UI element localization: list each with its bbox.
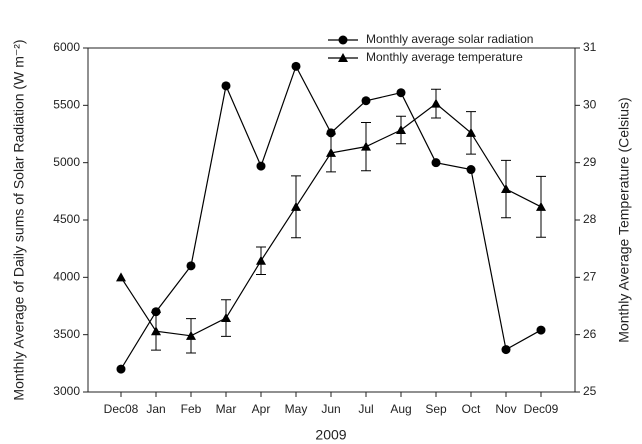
- point: [466, 165, 476, 175]
- y2-tick-label: 28: [583, 212, 597, 226]
- point: [361, 141, 371, 151]
- point: [501, 184, 511, 194]
- plot-frame: [87, 47, 576, 393]
- x-tick-label: Sep: [425, 402, 447, 416]
- y-tick-label: 5000: [53, 155, 80, 169]
- point: [186, 261, 196, 271]
- legend-marker: [338, 53, 348, 62]
- point: [221, 313, 231, 323]
- y2-tick-label: 27: [583, 270, 597, 284]
- point: [151, 307, 161, 317]
- x-tick-label: Mar: [216, 402, 237, 416]
- point: [151, 326, 161, 336]
- y2-tick-label: 31: [583, 40, 597, 54]
- y-tick-label: 4000: [53, 270, 80, 284]
- series-line: [120, 64, 542, 370]
- point: [431, 158, 441, 168]
- y2-tick-label: 25: [583, 384, 597, 398]
- point: [431, 98, 441, 108]
- x-tick-label: Feb: [181, 402, 202, 416]
- point: [326, 147, 336, 157]
- x-tick-label: Nov: [495, 402, 516, 416]
- point: [536, 325, 546, 335]
- x-tick-label: May: [285, 402, 308, 416]
- point: [256, 161, 266, 171]
- x-tick-label: Apr: [252, 402, 271, 416]
- point: [116, 272, 126, 282]
- point: [291, 61, 301, 71]
- point: [361, 96, 371, 106]
- point: [256, 255, 266, 265]
- point: [221, 81, 231, 91]
- y2-tick-label: 26: [583, 327, 597, 341]
- y2-axis-label: Monthly Average Temperature (Celsius): [616, 97, 632, 342]
- point: [291, 201, 301, 211]
- legend-label: Monthly average solar radiation: [366, 32, 533, 46]
- y-tick-label: 3000: [53, 384, 80, 398]
- y-tick-label: 3500: [53, 327, 80, 341]
- x-tick-label: Jan: [146, 402, 165, 416]
- legend-marker: [338, 35, 348, 45]
- y2-tick-label: 29: [583, 155, 597, 169]
- point: [186, 330, 196, 340]
- y-tick-label: 6000: [53, 40, 80, 54]
- point: [466, 127, 476, 137]
- point: [326, 128, 336, 138]
- x-tick-label: Jun: [321, 402, 340, 416]
- point: [501, 345, 511, 355]
- x-tick-label: Aug: [390, 402, 411, 416]
- legend-label: Monthly average temperature: [366, 50, 523, 64]
- y-tick-label: 5500: [53, 98, 80, 112]
- x-tick-label: Dec09: [524, 402, 559, 416]
- x-axis-label: 2009: [315, 427, 346, 443]
- x-tick-label: Jul: [358, 402, 373, 416]
- y-axis-label: Monthly Average of Daily sums of Solar R…: [11, 39, 27, 400]
- y-tick-label: 4500: [53, 212, 80, 226]
- x-tick-label: Oct: [462, 402, 481, 416]
- point: [536, 201, 546, 211]
- point: [396, 124, 406, 134]
- point: [116, 364, 126, 374]
- x-tick-label: Dec08: [104, 402, 139, 416]
- y2-tick-label: 30: [583, 98, 597, 112]
- point: [396, 88, 406, 98]
